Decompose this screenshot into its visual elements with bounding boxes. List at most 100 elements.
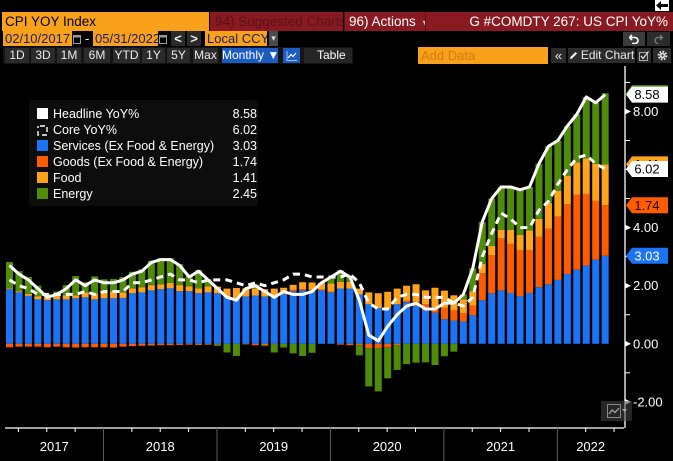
period-6m-button[interactable]: 6M xyxy=(84,48,110,63)
x-tick-label: 2019 xyxy=(259,439,288,454)
bar-services xyxy=(157,289,165,344)
legend-item-food[interactable]: Food 1.41 xyxy=(29,170,258,186)
edit-chart-label: Edit Chart xyxy=(580,48,635,62)
bar-energy xyxy=(384,347,392,379)
last-value-label-headline: 8.58 xyxy=(626,86,668,103)
calendar-icon[interactable] xyxy=(159,33,167,44)
legend-item-energy[interactable]: Energy 2.45 xyxy=(29,186,258,202)
actions-menu[interactable]: 96) Actions ▾ xyxy=(344,12,426,31)
callout-value: 3.03 xyxy=(634,248,659,263)
callout-shape xyxy=(626,86,668,103)
chart-settings-toggle[interactable] xyxy=(637,48,651,63)
bar-services xyxy=(450,320,458,344)
bar-services xyxy=(232,298,240,344)
bar-goods xyxy=(72,343,80,348)
bar-goods xyxy=(327,291,335,293)
cpi-chart[interactable]: 8.00 4.00 2.00 0.00 -2.00 2.45 8.58 1.41 6.02 1.7… xyxy=(0,65,673,461)
bar-services xyxy=(280,294,288,344)
period-5y-button[interactable]: 5Y xyxy=(167,48,190,63)
period-max-button[interactable]: Max xyxy=(193,48,218,63)
chart-view-button[interactable] xyxy=(283,48,300,63)
end-date-field[interactable]: 05/31/2022 xyxy=(93,31,158,46)
bar-services xyxy=(422,310,430,344)
callout-value: 6.02 xyxy=(634,162,659,177)
collapse-button[interactable]: « xyxy=(551,48,566,63)
edit-check-icon xyxy=(639,50,649,61)
bar-services xyxy=(592,259,600,344)
bar-services xyxy=(147,290,155,344)
legend-swatch-energy xyxy=(37,188,48,199)
bar-services xyxy=(24,295,32,344)
legend-item-headline[interactable]: Headline YoY% 8.58 xyxy=(29,106,258,122)
bar-services xyxy=(34,299,42,344)
bar-goods xyxy=(573,194,581,270)
table-view-button[interactable]: Table xyxy=(304,48,352,63)
next-period-button[interactable]: > xyxy=(187,31,201,46)
period-1m-button[interactable]: 1M xyxy=(57,48,81,63)
currency-dropdown-button[interactable]: ▾ xyxy=(269,31,278,46)
settings-button[interactable] xyxy=(653,48,671,63)
bar-goods xyxy=(280,293,288,295)
bar-energy xyxy=(478,221,486,264)
bar-services xyxy=(601,255,609,344)
period-3d-button[interactable]: 3D xyxy=(31,48,55,63)
y-tick-label: 8.00 xyxy=(633,104,658,119)
edit-chart-button[interactable]: Edit Chart xyxy=(568,48,635,63)
chart-type-button[interactable] xyxy=(601,401,632,421)
bar-services xyxy=(488,293,496,344)
bar-energy xyxy=(232,343,240,356)
bar-goods xyxy=(592,200,600,260)
bar-food xyxy=(563,175,571,205)
legend-item-services[interactable]: Services (Ex Food & Energy) 3.03 xyxy=(29,138,258,154)
bar-services xyxy=(166,288,174,344)
legend-item-core[interactable]: Core YoY% 6.02 xyxy=(29,122,258,138)
bar-energy xyxy=(24,276,32,294)
redo-button[interactable] xyxy=(647,32,670,46)
bar-energy xyxy=(582,96,590,159)
bar-food xyxy=(81,292,89,298)
pencil-icon xyxy=(569,52,577,59)
legend-item-goods[interactable]: Goods (Ex Food & Energy) 1.74 xyxy=(29,154,258,170)
bar-energy xyxy=(128,271,136,289)
bar-energy xyxy=(176,264,184,286)
legend-swatch-headline xyxy=(37,108,48,119)
bar-food xyxy=(554,190,562,217)
bar-goods xyxy=(478,273,486,301)
x-tick-label: 2018 xyxy=(146,439,175,454)
bar-goods xyxy=(242,343,250,345)
bar-services xyxy=(6,289,13,344)
bar-food xyxy=(601,164,609,206)
frequency-dropdown[interactable]: Monthly ▼ xyxy=(222,48,278,63)
legend-value: 2.45 xyxy=(232,187,257,201)
bar-food xyxy=(478,263,486,274)
bar-food xyxy=(497,229,505,239)
last-value-label-goods: 1.74 xyxy=(626,197,668,214)
start-date-field[interactable]: 02/10/2017 xyxy=(3,31,72,46)
bar-food xyxy=(526,230,534,250)
back-arrow-icon[interactable] xyxy=(655,0,669,11)
x-tick-label: 2020 xyxy=(373,439,402,454)
add-data-input[interactable] xyxy=(418,47,548,64)
bar-food xyxy=(100,292,108,299)
bar-energy xyxy=(601,93,609,165)
security-field[interactable]: CPI YOY Index xyxy=(2,12,209,31)
bar-services xyxy=(535,287,543,344)
prev-period-button[interactable]: < xyxy=(171,31,185,46)
undo-button[interactable] xyxy=(623,32,645,46)
period-1y-button[interactable]: 1Y xyxy=(142,48,165,63)
bar-energy xyxy=(72,276,80,296)
bar-food xyxy=(365,292,373,305)
bar-food xyxy=(15,291,23,293)
period-ytd-button[interactable]: YTD xyxy=(113,48,140,63)
bar-services xyxy=(53,299,61,344)
bar-energy xyxy=(204,279,212,287)
chart-legend[interactable]: Headline YoY% 8.58 Core YoY% 6.02 Servic… xyxy=(29,100,258,206)
bar-energy xyxy=(440,343,448,357)
suggested-charts-button[interactable]: 94) Suggested Charts xyxy=(210,12,343,31)
period-1d-button[interactable]: 1D xyxy=(5,48,29,63)
bar-goods xyxy=(81,343,89,348)
bar-services xyxy=(554,279,562,344)
gear-icon xyxy=(657,50,667,61)
calendar-icon[interactable] xyxy=(73,33,81,44)
currency-select[interactable]: Local CCY xyxy=(205,31,267,46)
